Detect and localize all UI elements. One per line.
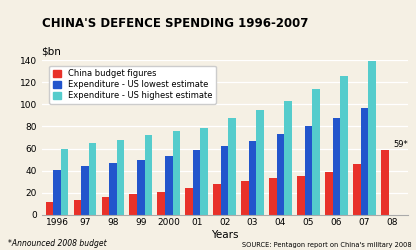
Bar <box>221 146 228 215</box>
Bar <box>325 172 333 215</box>
X-axis label: Years: Years <box>211 230 238 239</box>
Bar <box>249 141 256 215</box>
Bar <box>61 148 68 215</box>
Bar <box>74 200 81 215</box>
Bar <box>312 89 320 215</box>
Bar <box>353 164 361 215</box>
Text: $bn: $bn <box>42 46 62 56</box>
Bar <box>305 126 312 215</box>
Bar <box>145 135 152 215</box>
Bar <box>201 128 208 215</box>
Bar <box>368 61 376 215</box>
Bar <box>277 134 284 215</box>
Legend: China budget figures, Expenditure - US lowest estimate, Expenditure - US highest: China budget figures, Expenditure - US l… <box>50 66 215 104</box>
Text: CHINA'S DEFENCE SPENDING 1996-2007: CHINA'S DEFENCE SPENDING 1996-2007 <box>42 17 308 30</box>
Bar <box>269 178 277 215</box>
Bar <box>116 140 124 215</box>
Bar <box>109 163 116 215</box>
Bar <box>137 160 145 215</box>
Text: *Announced 2008 budget: *Announced 2008 budget <box>8 238 107 248</box>
Bar <box>213 184 221 215</box>
Bar <box>102 197 109 215</box>
Text: 59*: 59* <box>394 140 409 148</box>
Bar <box>361 108 368 215</box>
Bar <box>193 150 201 215</box>
Bar <box>165 156 173 215</box>
Bar <box>228 118 236 215</box>
Bar <box>46 202 53 215</box>
Bar <box>81 166 89 215</box>
Bar <box>381 150 389 215</box>
Bar <box>89 143 96 215</box>
Bar <box>129 194 137 215</box>
Bar <box>53 170 61 215</box>
Bar <box>256 110 264 215</box>
Bar <box>157 192 165 215</box>
Bar <box>241 181 249 215</box>
Bar <box>284 101 292 215</box>
Bar <box>340 76 348 215</box>
Bar <box>333 118 340 215</box>
Bar <box>186 188 193 215</box>
Bar <box>173 131 180 215</box>
Text: SOURCE: Pentagon report on China's military 2008: SOURCE: Pentagon report on China's milit… <box>242 242 412 248</box>
Bar <box>297 176 305 215</box>
